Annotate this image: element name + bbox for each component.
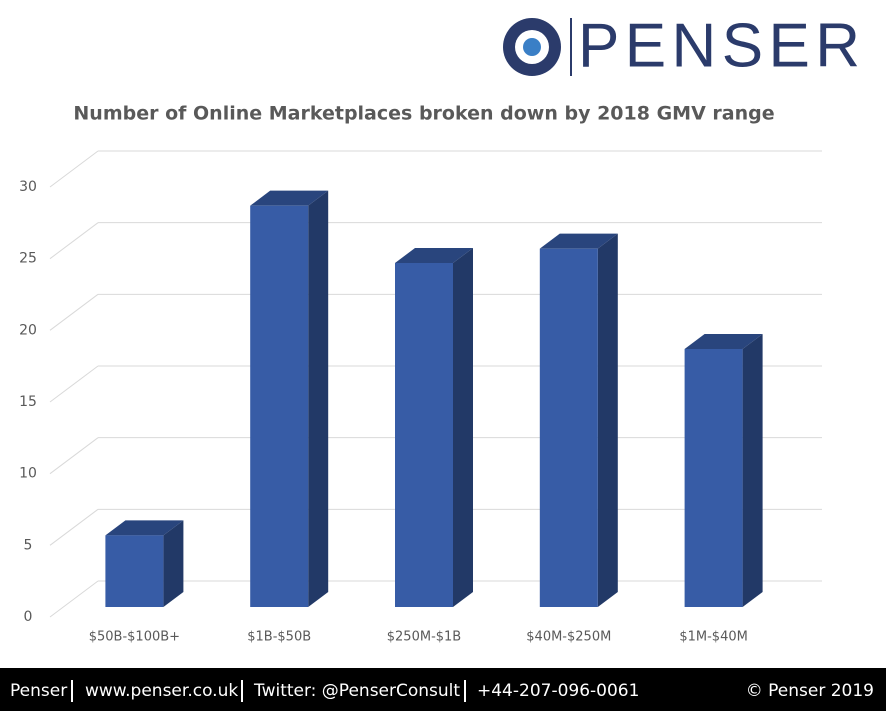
- bar: [395, 263, 453, 607]
- logo: PENSER: [503, 11, 864, 80]
- logo-dot: [523, 38, 541, 56]
- grid-line-depth: [49, 437, 99, 475]
- y-tick-label: 15: [19, 394, 37, 410]
- bar: [250, 205, 309, 607]
- bar: [684, 349, 743, 607]
- footer-item[interactable]: www.penser.co.uk: [85, 681, 238, 701]
- footer-item: Penser: [10, 681, 67, 701]
- bar: [539, 248, 598, 607]
- chart-title: Number of Online Marketplaces broken dow…: [73, 103, 774, 125]
- footer-item: +44-207-096-0061: [477, 681, 639, 701]
- y-tick-label: 20: [19, 322, 37, 338]
- logo-text: PENSER: [578, 11, 864, 80]
- bar: [105, 535, 164, 607]
- x-tick-label: $50B-$100B+: [89, 630, 180, 645]
- bar-top: [684, 334, 763, 349]
- footer-bar: [0, 668, 886, 711]
- grid-line-depth: [49, 508, 99, 546]
- bar-side: [597, 233, 618, 607]
- bar-top: [105, 520, 184, 536]
- y-tick-label: 5: [24, 537, 33, 553]
- plot: 0 5 10 15 20 25 30 $50B-$100B+ $1B-$50B $250M-$1B…: [19, 150, 822, 645]
- bar-side: [308, 190, 329, 607]
- grid-line-depth: [49, 580, 99, 618]
- grid-line-depth: [49, 365, 99, 403]
- y-tick-label: 10: [19, 466, 37, 482]
- x-tick-label: $1B-$50B: [247, 630, 311, 645]
- x-tick-label: $40M-$250M: [526, 630, 611, 645]
- bar-side: [453, 248, 473, 607]
- bar-top: [539, 233, 618, 249]
- bar-top: [395, 248, 473, 263]
- grid-line-depth: [49, 150, 99, 188]
- grid-line-depth: [49, 293, 99, 331]
- bar-top: [250, 190, 329, 206]
- grid-line-depth: [49, 222, 99, 260]
- footer: Penser www.penser.co.uk Twitter: @Penser…: [10, 680, 874, 702]
- bar-side: [163, 520, 184, 607]
- y-tick-label: 0: [24, 609, 33, 625]
- x-tick-label: $250M-$1B: [387, 630, 461, 645]
- footer-item[interactable]: Twitter: @PenserConsult: [253, 681, 460, 701]
- x-tick-label: $1M-$40M: [679, 630, 747, 645]
- copyright: © Penser 2019: [746, 681, 874, 701]
- y-tick-label: 25: [19, 251, 37, 267]
- bar-side: [742, 334, 763, 607]
- y-tick-label: 30: [19, 179, 37, 195]
